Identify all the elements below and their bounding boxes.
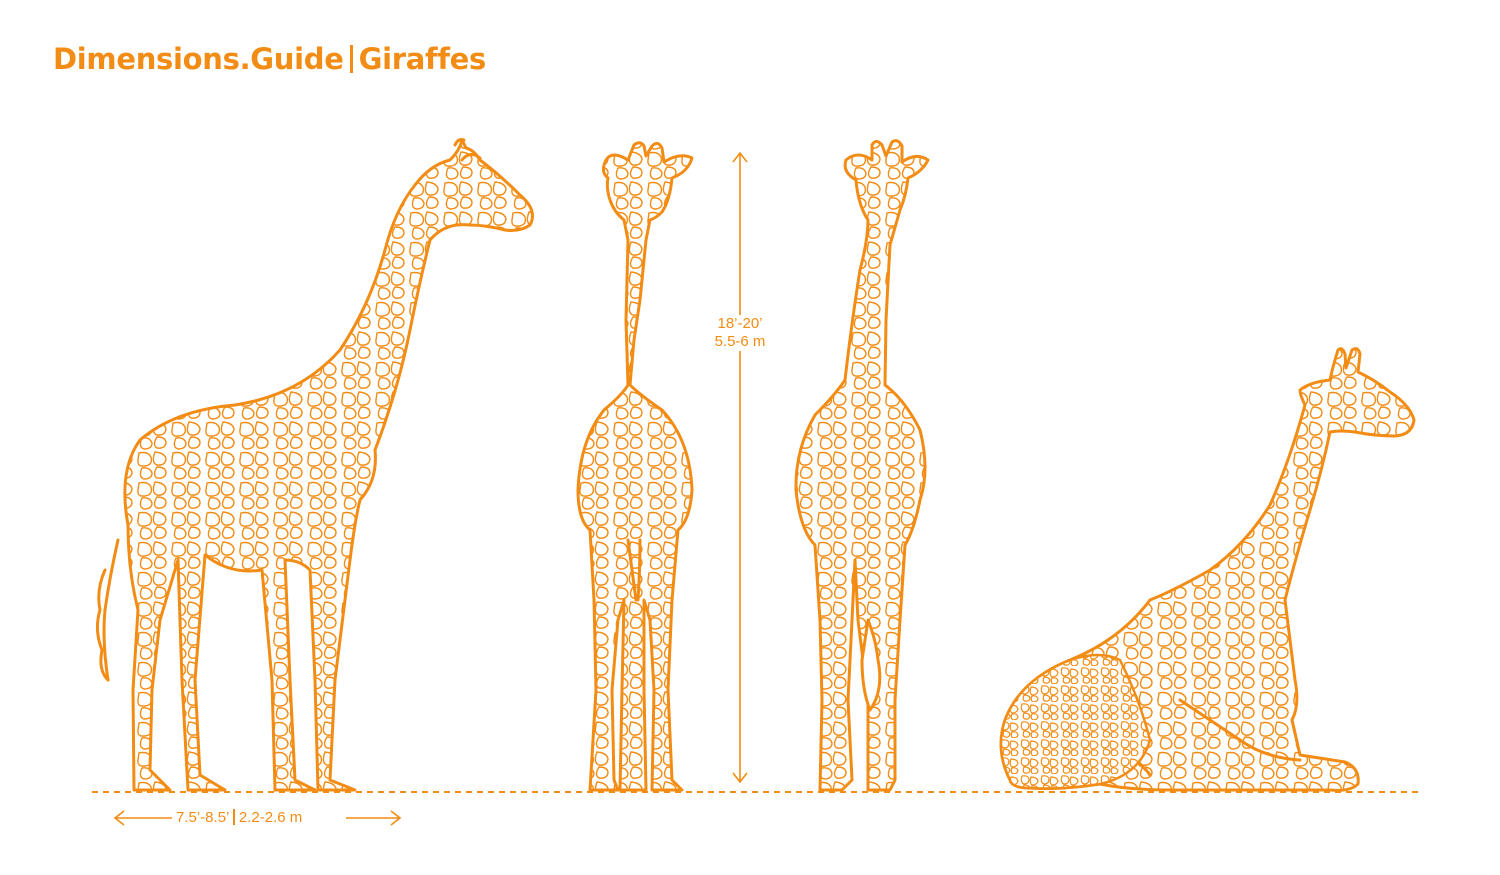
page-title: Dimensions.Guide Giraffes — [53, 42, 486, 76]
height-metric: 5.5-6 m — [714, 333, 766, 350]
height-dimension-line — [732, 151, 748, 784]
height-label: 18’-20’ 5.5-6 m — [705, 315, 775, 351]
length-label: 7.5’-8.5’ 2.2-2.6 m — [176, 809, 302, 827]
brand-name: Dimensions.Guide — [53, 42, 344, 76]
giraffe-rear-view — [794, 139, 930, 792]
length-imperial: 7.5’-8.5’ — [176, 809, 230, 826]
giraffe-front-view — [576, 141, 694, 792]
height-imperial: 18’-20’ — [717, 315, 763, 332]
length-dimension-line — [113, 810, 402, 826]
title-divider — [349, 45, 353, 73]
length-metric: 2.2-2.6 m — [238, 809, 303, 826]
giraffe-side-view — [95, 138, 534, 792]
lying-giraffe-rump — [999, 653, 1152, 790]
subject-name: Giraffes — [358, 42, 487, 76]
length-divider — [233, 809, 235, 825]
